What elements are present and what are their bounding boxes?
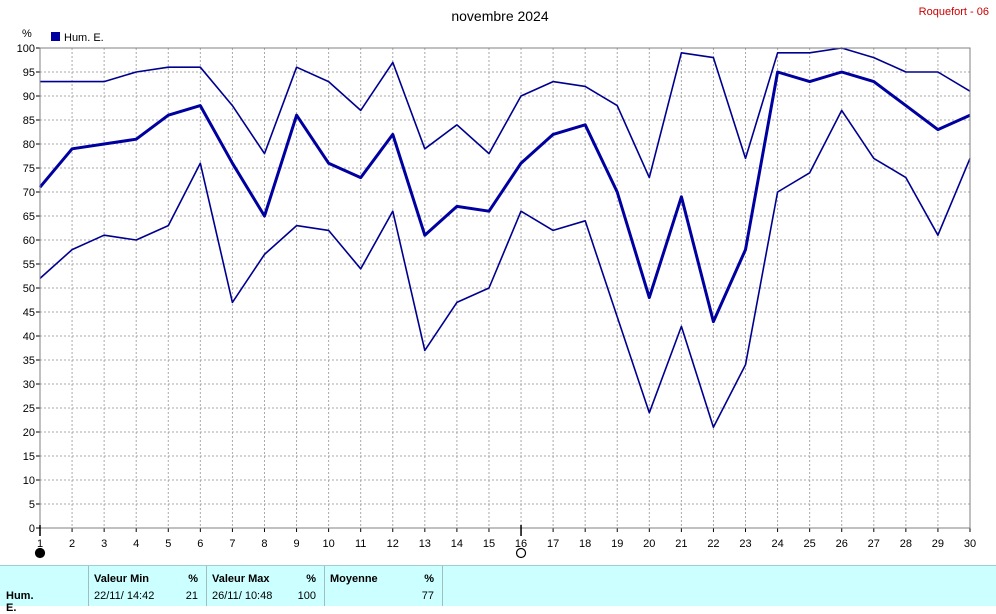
legend-label: Hum. E.	[64, 32, 104, 44]
plot-frame	[39, 47, 971, 529]
y-tick-label: 10	[23, 475, 35, 487]
stats-max-unit: %	[306, 573, 316, 585]
series-lines	[38, 47, 971, 429]
y-tick-label: 75	[23, 163, 35, 175]
stats-divider	[324, 566, 325, 606]
y-tick-label: 100	[17, 43, 35, 55]
series-line-min	[39, 109, 971, 429]
stats-row-label: Hum. E.	[6, 590, 34, 614]
y-tick-label: 90	[23, 91, 35, 103]
x-tick-label: 12	[387, 538, 399, 550]
series-line-mean	[38, 70, 971, 324]
y-tick-label: 80	[23, 139, 35, 151]
station-name: Roquefort - 06	[919, 6, 989, 18]
x-tick-label: 20	[643, 538, 655, 550]
y-tick-label: 40	[23, 331, 35, 343]
stats-min-value: 21	[185, 590, 198, 602]
stats-max-date: 26/11/ 10:48	[212, 590, 273, 602]
y-tick-label: 60	[23, 235, 35, 247]
y-tick-label: 55	[23, 259, 35, 271]
x-tick-label: 5	[165, 538, 171, 550]
x-tick-label: 14	[451, 538, 463, 550]
x-tick-label: 16	[515, 538, 527, 550]
x-tick-label: 6	[197, 538, 203, 550]
stats-max-header: Valeur Max	[212, 573, 270, 585]
stats-divider	[442, 566, 443, 606]
day-markers	[34, 525, 527, 559]
x-tick-label: 3	[101, 538, 107, 550]
stats-mean-cell: Moyenne % 77	[324, 566, 442, 606]
stats-divider	[88, 566, 89, 606]
stats-mean-header: Moyenne	[330, 573, 378, 585]
x-tick-label: 7	[229, 538, 235, 550]
x-axis-ticks: 1 2 3 4 5 6 7 8 9 10 11 12 13 14 15 16 17 18 19 20 21 22 23 24 2…	[37, 528, 976, 550]
x-tick-label: 27	[868, 538, 880, 550]
x-tick-label: 8	[261, 538, 267, 550]
x-tick-label: 10	[322, 538, 334, 550]
stats-min-unit: %	[188, 573, 198, 585]
y-tick-label: 65	[23, 211, 35, 223]
x-tick-label: 21	[675, 538, 687, 550]
y-tick-label: 95	[23, 67, 35, 79]
chart: novembre 2024 Roquefort - 06 % Hum. E. 0…	[17, 6, 989, 559]
x-tick-label: 18	[579, 538, 591, 550]
x-tick-label: 23	[739, 538, 751, 550]
series-line-max	[40, 47, 971, 179]
stats-divider	[206, 566, 207, 606]
x-tick-label: 9	[293, 538, 299, 550]
y-tick-label: 20	[23, 427, 35, 439]
y-tick-label: 45	[23, 307, 35, 319]
x-tick-label: 1	[37, 538, 43, 550]
x-tick-label: 17	[547, 538, 559, 550]
y-tick-label: 15	[23, 451, 35, 463]
y-tick-label: 70	[23, 187, 35, 199]
open-circle-marker	[515, 547, 527, 559]
x-tick-label: 30	[964, 538, 976, 550]
stats-panel: Hum. E. Valeur Min % 22/11/ 14:42 21 Val…	[0, 565, 996, 614]
stats-mean-value: 77	[421, 590, 434, 602]
stats-max-cell: Valeur Max % 26/11/ 10:48 100	[206, 566, 324, 606]
stats-min-date: 22/11/ 14:42	[94, 590, 155, 602]
y-tick-label: 85	[23, 115, 35, 127]
y-tick-label: 30	[23, 379, 35, 391]
x-tick-label: 2	[69, 538, 75, 550]
x-tick-label: 26	[836, 538, 848, 550]
legend-swatch	[51, 32, 60, 41]
stats-mean-unit: %	[424, 573, 434, 585]
filled-circle-marker	[34, 547, 46, 559]
y-tick-label: 5	[29, 499, 35, 511]
y-axis-unit: %	[22, 28, 32, 40]
chart-title: novembre 2024	[451, 8, 549, 24]
y-tick-label: 0	[29, 523, 35, 535]
x-tick-label: 29	[932, 538, 944, 550]
x-tick-label: 25	[804, 538, 816, 550]
x-tick-label: 15	[483, 538, 495, 550]
stats-min-header: Valeur Min	[94, 573, 150, 585]
stats-min-cell: Valeur Min % 22/11/ 14:42 21	[88, 566, 206, 606]
x-tick-label: 11	[355, 538, 366, 550]
x-tick-label: 24	[771, 538, 783, 550]
x-tick-label: 28	[900, 538, 912, 550]
stats-max-value: 100	[297, 590, 316, 602]
x-tick-label: 22	[707, 538, 719, 550]
grid	[40, 48, 970, 528]
y-tick-label: 50	[23, 283, 35, 295]
x-tick-label: 4	[133, 538, 139, 550]
y-axis-ticks: 0 5 10 15 20 25 30 35 40 45 50 55 60 65 70 75 80 85 90 95 10…	[17, 43, 40, 535]
x-tick-label: 19	[611, 538, 623, 550]
x-tick-label: 13	[419, 538, 431, 550]
y-tick-label: 25	[23, 403, 35, 415]
y-tick-label: 35	[23, 355, 35, 367]
